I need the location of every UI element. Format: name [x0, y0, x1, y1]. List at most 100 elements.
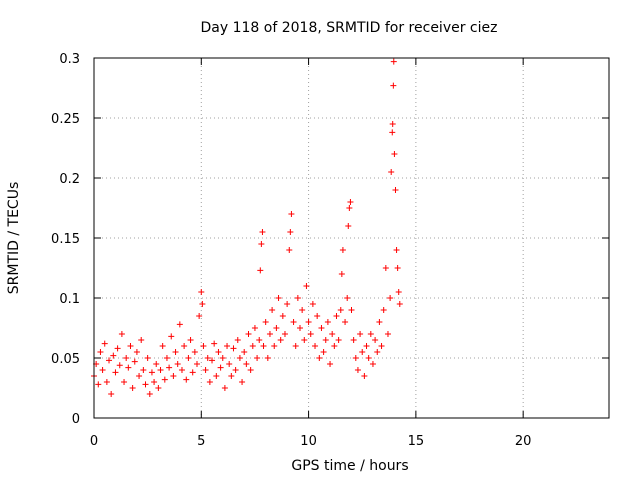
data-point: [301, 337, 308, 343]
data-point: [168, 333, 175, 340]
data-point: [396, 301, 403, 307]
data-point: [121, 379, 128, 385]
data-point: [257, 267, 264, 274]
data-point: [101, 340, 108, 347]
data-point: [314, 313, 321, 319]
data-point: [279, 313, 286, 319]
data-point: [209, 357, 216, 364]
x-tick-label: 15: [408, 434, 425, 449]
data-point: [217, 364, 224, 371]
data-point: [199, 301, 206, 307]
data-point: [245, 331, 252, 337]
data-point: [170, 373, 177, 379]
data-point: [232, 367, 239, 373]
data-point: [384, 331, 391, 337]
data-point: [187, 337, 194, 343]
data-point: [286, 247, 293, 253]
data-point: [318, 325, 325, 331]
data-point: [236, 355, 243, 361]
data-point: [125, 364, 132, 371]
data-point: [112, 369, 119, 376]
y-tick-label: 0.05: [51, 352, 80, 367]
data-point: [262, 319, 269, 325]
data-point: [103, 379, 110, 385]
data-point: [346, 205, 353, 211]
data-point: [288, 211, 295, 217]
data-point: [153, 361, 160, 367]
x-tick-label: 10: [300, 434, 317, 449]
data-point: [106, 357, 113, 364]
data-point: [234, 337, 241, 343]
data-point: [95, 381, 102, 388]
data-point: [148, 369, 155, 376]
data-point: [99, 367, 106, 373]
data-point: [258, 241, 265, 247]
x-axis: 0 5 10 15 20: [90, 58, 531, 449]
data-point: [357, 331, 364, 337]
data-point: [211, 340, 218, 347]
data-point: [344, 295, 351, 301]
data-point: [230, 345, 237, 352]
data-point: [133, 349, 140, 355]
data-point: [127, 343, 134, 349]
data-point: [146, 391, 153, 397]
data-point: [372, 337, 379, 343]
data-point: [226, 361, 233, 367]
data-point: [151, 379, 158, 385]
data-point: [307, 331, 314, 337]
data-point: [110, 352, 117, 359]
data-point: [131, 358, 138, 365]
data-point: [159, 343, 166, 349]
data-point: [299, 307, 306, 313]
data-point: [394, 265, 401, 271]
data-point: [129, 385, 136, 391]
data-point: [254, 355, 261, 361]
data-point: [273, 325, 280, 331]
data-point: [327, 361, 334, 367]
data-point: [140, 367, 147, 373]
data-point: [338, 271, 345, 277]
y-tick-label: 0: [72, 412, 80, 427]
data-point: [251, 325, 258, 331]
data-point: [322, 337, 329, 343]
data-point: [259, 229, 266, 235]
data-point: [297, 325, 303, 331]
data-point: [213, 373, 220, 379]
data-point: [183, 376, 190, 383]
data-point: [181, 343, 188, 349]
data-point: [361, 373, 368, 379]
data-point: [144, 355, 151, 361]
data-point: [348, 307, 355, 313]
x-tick-label: 0: [90, 434, 98, 449]
data-point: [269, 307, 276, 313]
data-point: [284, 301, 291, 307]
data-point: [163, 355, 170, 361]
data-point: [303, 283, 310, 289]
data-point: [374, 349, 381, 355]
data-point: [241, 349, 248, 355]
data-point: [392, 187, 399, 193]
data-point: [221, 385, 228, 391]
data-point: [174, 361, 181, 367]
y-tick-label: 0.1: [59, 292, 80, 307]
data-point: [118, 331, 125, 337]
data-point: [376, 319, 383, 325]
data-point: [391, 151, 398, 157]
data-point: [290, 319, 297, 325]
data-point: [277, 337, 284, 343]
data-point: [305, 319, 312, 325]
y-tick-label: 0.15: [51, 232, 80, 247]
data-point: [204, 355, 211, 361]
data-point: [335, 337, 342, 343]
data-point: [345, 223, 352, 229]
data-point: [178, 367, 185, 373]
data-point: [138, 337, 145, 343]
data-point: [320, 349, 327, 355]
data-point: [365, 355, 372, 361]
data-point: [136, 373, 143, 379]
data-point: [382, 265, 389, 271]
data-point: [224, 343, 231, 349]
data-point: [324, 319, 331, 325]
data-point: [389, 121, 396, 127]
